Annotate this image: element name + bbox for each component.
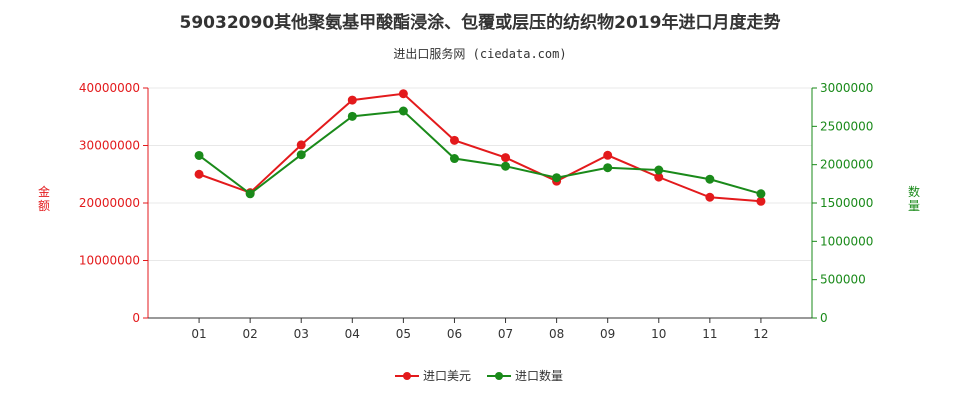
data-point [449, 154, 459, 164]
y-right-tick-label: 3000000 [820, 81, 873, 95]
data-point [603, 150, 613, 160]
data-point [245, 189, 255, 199]
x-tick-label: 06 [447, 327, 462, 341]
series-line [198, 92, 762, 203]
legend-swatch-marker [495, 372, 503, 380]
x-tick-label: 11 [702, 327, 717, 341]
y-right-tick-label: 1000000 [820, 234, 873, 248]
y-left-tick-label: 30000000 [79, 139, 140, 153]
y-right-axis-title: 数量 [908, 184, 920, 213]
x-tick-label: 10 [651, 327, 666, 341]
data-point [398, 89, 408, 99]
data-point [194, 150, 204, 160]
data-point [347, 111, 357, 121]
data-point [449, 135, 459, 145]
data-point [194, 169, 204, 179]
x-tick-label: 05 [396, 327, 411, 341]
legend-swatch-marker [403, 372, 411, 380]
chart-title: 59032090其他聚氨基甲酸酯浸涂、包覆或层压的纺织物2019年进口月度走势 [179, 13, 781, 33]
x-tick-label: 02 [243, 327, 258, 341]
data-point [654, 172, 664, 182]
x-tick-label: 09 [600, 327, 615, 341]
data-point [501, 153, 511, 163]
x-tick-label: 07 [498, 327, 513, 341]
data-point [705, 192, 715, 202]
data-point [501, 161, 511, 171]
y-left-tick-label: 0 [132, 311, 140, 325]
data-point [552, 173, 562, 183]
y-left-tick-label: 20000000 [79, 196, 140, 210]
y-right-tick-label: 1500000 [820, 196, 873, 210]
x-tick-label: 08 [549, 327, 564, 341]
x-tick-label: 01 [191, 327, 206, 341]
data-point [398, 106, 408, 116]
x-tick-label: 03 [294, 327, 309, 341]
legend-label: 进口数量 [515, 368, 563, 383]
x-tick-label: 04 [345, 327, 360, 341]
y-left-axis-title: 金额 [38, 184, 50, 213]
series-line [198, 109, 762, 196]
data-point [756, 189, 766, 199]
y-right-tick-label: 2500000 [820, 119, 873, 133]
data-point [603, 163, 613, 173]
y-left-tick-label: 10000000 [79, 254, 140, 268]
data-point [705, 174, 715, 184]
data-point [296, 150, 306, 160]
chart-subtitle: 进出口服务网 (ciedata.com) [393, 47, 567, 61]
data-point [347, 95, 357, 105]
legend-label: 进口美元 [423, 369, 471, 383]
y-right-tick-label: 500000 [820, 273, 866, 287]
data-point [296, 140, 306, 150]
y-right-tick-label: 0 [820, 311, 828, 325]
y-right-tick-label: 2000000 [820, 158, 873, 172]
y-left-tick-label: 40000000 [79, 81, 140, 95]
x-tick-label: 12 [753, 327, 768, 341]
data-point [756, 196, 766, 206]
data-point [654, 165, 664, 175]
